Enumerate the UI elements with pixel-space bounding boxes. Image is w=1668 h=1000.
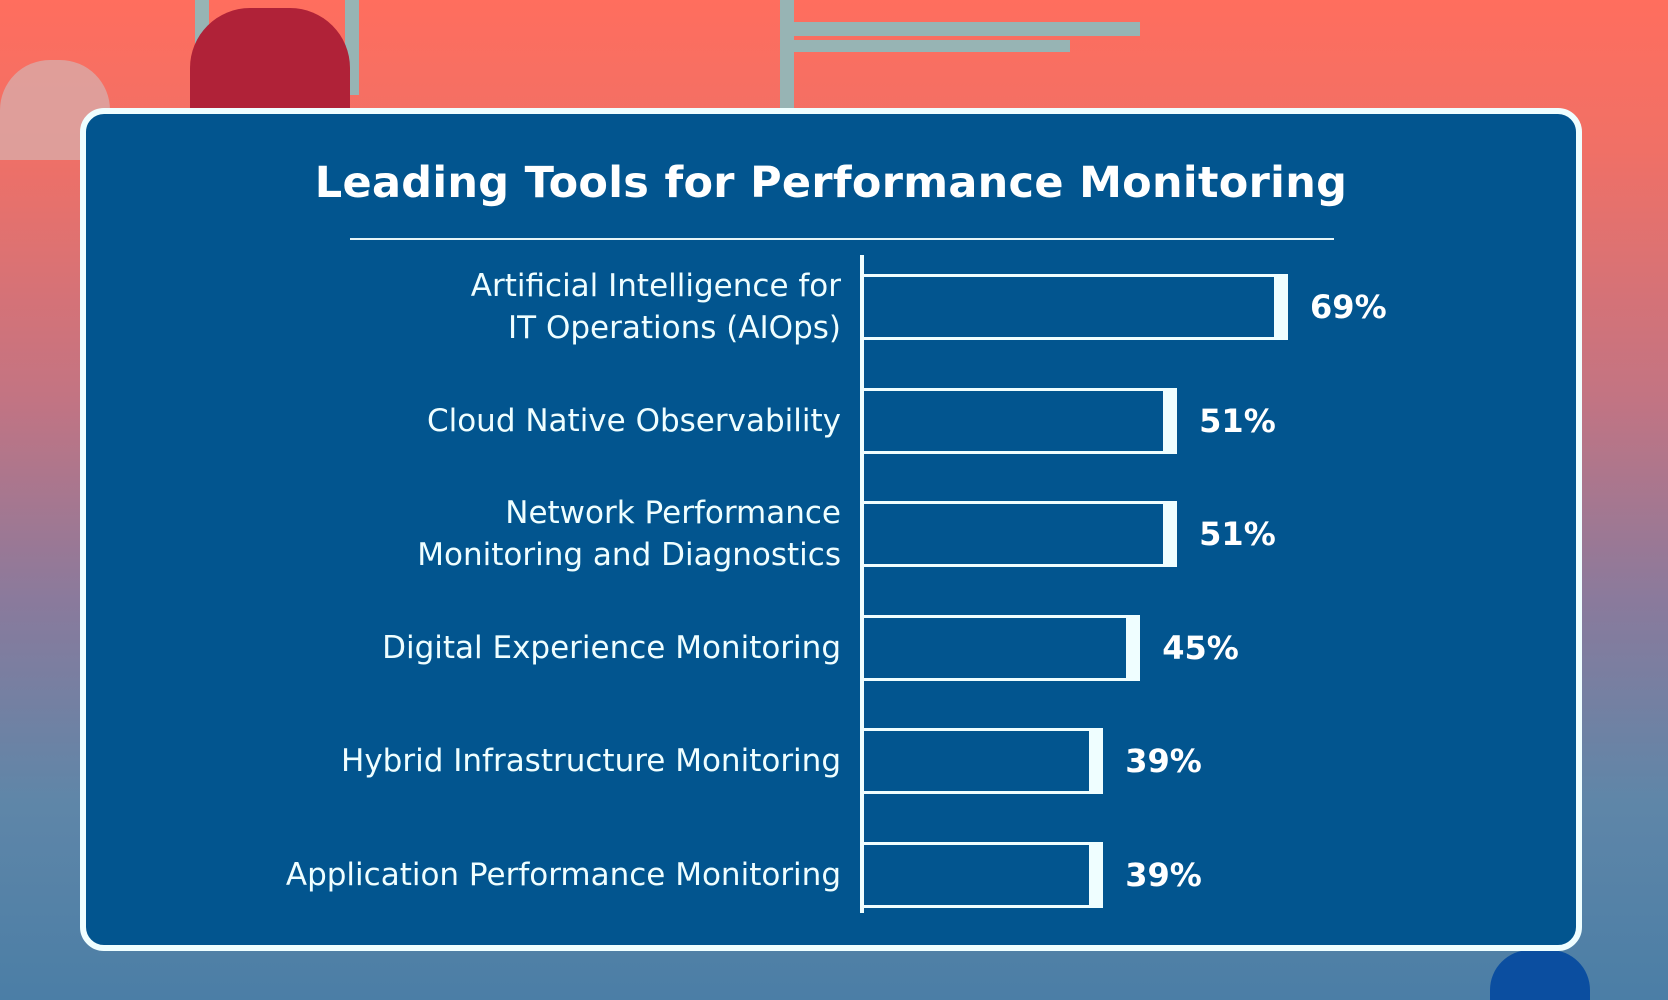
y-axis-line xyxy=(860,255,864,913)
bar xyxy=(863,274,1289,340)
value-label: 39% xyxy=(1125,742,1202,781)
category-label-line: Application Performance Monitoring xyxy=(285,857,841,893)
category-label: Digital Experience Monitoring xyxy=(141,627,841,669)
category-label: Application Performance Monitoring xyxy=(141,854,841,896)
category-label-line: Hybrid Infrastructure Monitoring xyxy=(341,743,841,780)
category-label-line: IT Operations (AIOps) xyxy=(508,310,841,346)
category-label-line: Artificial Intelligence for xyxy=(470,268,841,304)
bar xyxy=(863,387,1178,454)
decor-circuit-line xyxy=(780,0,794,108)
bar xyxy=(863,728,1104,795)
decor-circuit-line xyxy=(780,40,1070,52)
category-label-line: Digital Experience Monitoring xyxy=(382,629,841,666)
bar xyxy=(863,614,1141,681)
value-label: 51% xyxy=(1199,401,1276,440)
decor-circuit-line xyxy=(780,22,1140,36)
value-label: 51% xyxy=(1199,515,1276,554)
category-label: Artificial Intelligence for IT Operations… xyxy=(141,265,841,349)
decor-hand xyxy=(1490,950,1590,1000)
chart-card: Leading Tools for Performance Monitoring… xyxy=(80,108,1582,951)
category-label: Network Performance Monitoring and Diagno… xyxy=(141,492,841,576)
decor-shape xyxy=(190,8,350,108)
category-label: Cloud Native Observability xyxy=(141,400,841,442)
category-label-line: Monitoring and Diagnostics xyxy=(417,537,841,574)
title-divider xyxy=(350,238,1334,240)
value-label: 69% xyxy=(1310,288,1387,326)
value-label: 45% xyxy=(1162,628,1239,667)
value-label: 39% xyxy=(1125,856,1202,894)
bar xyxy=(863,842,1104,908)
category-label: Hybrid Infrastructure Monitoring xyxy=(141,740,841,782)
category-label-line: Network Performance xyxy=(505,495,841,532)
chart-title: Leading Tools for Performance Monitoring xyxy=(314,158,1348,208)
bar xyxy=(863,501,1178,568)
category-label-line: Cloud Native Observability xyxy=(426,402,841,439)
